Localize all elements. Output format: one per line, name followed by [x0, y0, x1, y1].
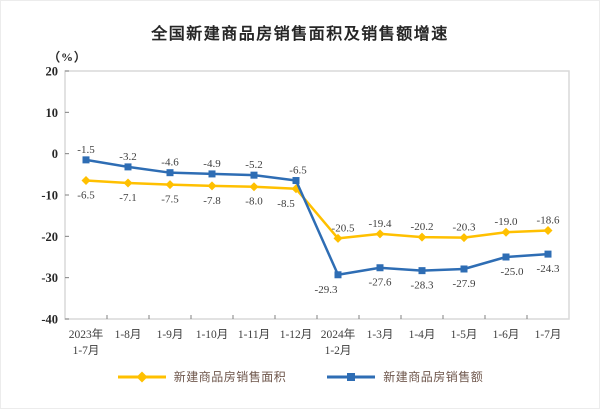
square-marker: [166, 169, 174, 177]
y-tick-label: 20: [46, 65, 59, 79]
x-tick-label: 1-7月: [73, 345, 100, 357]
diamond-marker: [81, 176, 91, 186]
diamond-marker: [501, 227, 511, 237]
square-marker: [502, 253, 510, 261]
data-point-label: -1.5: [77, 144, 95, 156]
data-point-label: -7.8: [203, 195, 221, 207]
square-marker: [250, 171, 258, 179]
series-diamond: -6.5 -7.1 -7.5 -7.8 -8.0 -8.5 -20.5 -19.4 -20.2 -…: [77, 176, 560, 243]
y-tick-label: 0: [52, 147, 58, 161]
square-marker: [208, 170, 216, 178]
diamond-marker: [165, 180, 175, 190]
y-tick-label: -20: [41, 230, 58, 244]
square-marker: [376, 264, 384, 272]
diamond-marker: [249, 182, 259, 192]
data-point-label: -3.2: [119, 151, 136, 163]
chart-legend: 新建商品房销售面积 新建商品房销售额: [1, 368, 599, 385]
data-point-label: -20.3: [453, 222, 476, 234]
x-axis: 2023年 1-7月 1-8月 1-9月 1-10月 1-11月 1-12月 2024年 1-2…: [69, 315, 562, 357]
data-point-label: -7.1: [119, 192, 136, 204]
square-marker: [82, 156, 90, 164]
legend-label-sales-area: 新建商品房销售面积: [173, 370, 287, 384]
x-tick-label: 1-9月: [157, 329, 184, 341]
sales-growth-line-chart: 20 10 0 -10 -20 -30 -40 2023年 1-7月 1-8月 1-9月 1-10月 1…: [41, 65, 570, 357]
data-point-label: -4.6: [161, 157, 179, 169]
x-tick-label: 2024年: [321, 327, 356, 341]
x-tick-label: 1-7月: [535, 329, 562, 341]
data-point-label: -6.5: [289, 165, 307, 177]
x-tick-label: 1-12月: [280, 329, 313, 341]
data-point-label: -8.5: [277, 198, 295, 210]
x-tick-label: 1-8月: [115, 329, 142, 341]
diamond-marker: [375, 229, 385, 239]
y-tick-label: -10: [41, 189, 58, 203]
plot-border: [64, 70, 570, 320]
square-marker: [544, 250, 552, 258]
legend-swatch-area-icon: [117, 371, 166, 382]
data-point-label: -6.5: [77, 190, 95, 202]
y-axis: 20 10 0 -10 -20 -30 -40: [41, 65, 69, 327]
legend-swatch-amount-icon: [327, 372, 376, 381]
x-tick-label: 2023年: [69, 327, 104, 341]
square-marker: [418, 267, 426, 275]
data-point-label: -27.6: [369, 277, 392, 289]
legend-item-sales-amount: 新建商品房销售额: [326, 368, 483, 385]
diamond-marker: [459, 233, 469, 243]
x-tick-label: 1-11月: [238, 329, 270, 341]
diamond-marker: [333, 233, 343, 243]
data-point-label: -19.4: [369, 218, 392, 230]
data-point-label: -18.6: [537, 215, 560, 227]
legend-label-sales-amount: 新建商品房销售额: [383, 370, 484, 384]
legend-item-sales-area: 新建商品房销售面积: [117, 368, 287, 385]
series-square: -1.5 -3.2 -4.6 -4.9 -5.2 -6.5 -29.3 -27.6 -28.3 -…: [77, 144, 560, 296]
x-tick-label: 1-6月: [493, 329, 520, 341]
data-point-label: -8.0: [245, 196, 263, 208]
chart-title: 全国新建商品房销售面积及销售额增速: [151, 26, 449, 43]
square-marker: [124, 163, 132, 171]
diamond-marker: [417, 232, 427, 242]
data-point-label: -24.3: [537, 263, 560, 275]
data-point-label: -25.0: [501, 266, 524, 278]
square-marker: [292, 177, 300, 185]
diamond-marker: [543, 226, 553, 236]
square-marker: [334, 271, 342, 279]
y-tick-label: 10: [46, 106, 59, 120]
y-axis-unit-label: （%）: [48, 50, 88, 64]
data-point-label: -4.9: [203, 158, 221, 170]
x-tick-label: 1-10月: [196, 329, 229, 341]
data-point-label: -20.2: [411, 221, 434, 233]
diamond-marker: [123, 178, 133, 188]
data-point-label: -20.5: [332, 222, 355, 234]
y-tick-label: -40: [41, 313, 58, 327]
data-point-label: -7.5: [161, 194, 179, 206]
data-point-label: -19.0: [495, 216, 518, 228]
x-tick-label: 1-4月: [409, 329, 436, 341]
data-point-label: -29.3: [315, 284, 338, 296]
x-tick-label: 1-5月: [451, 329, 478, 341]
data-point-label: -28.3: [411, 280, 434, 292]
data-point-label: -5.2: [245, 159, 262, 171]
square-marker: [460, 265, 468, 273]
y-tick-label: -30: [41, 271, 58, 285]
data-point-label: -27.9: [453, 278, 476, 290]
diamond-marker: [207, 181, 217, 191]
x-tick-label: 1-3月: [367, 329, 394, 341]
x-tick-label: 1-2月: [325, 345, 352, 357]
